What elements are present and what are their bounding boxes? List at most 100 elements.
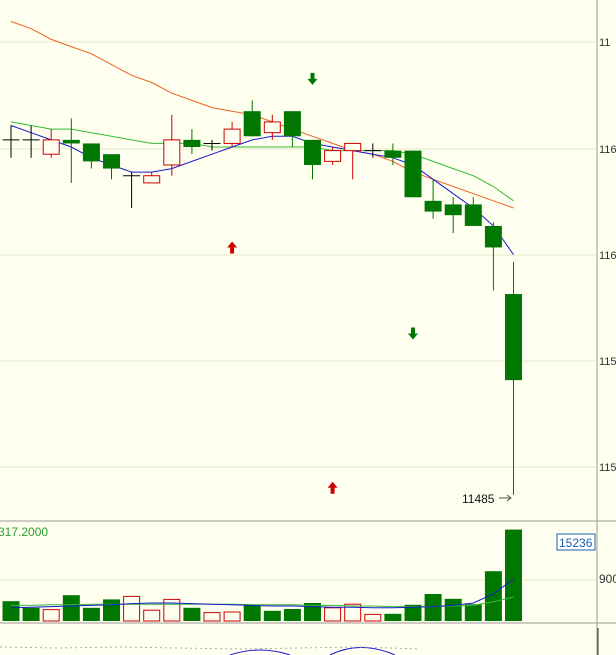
- price-tick-label: 11: [599, 37, 610, 49]
- candle: [203, 139, 221, 151]
- candle: [384, 143, 402, 165]
- volume-bar: [243, 605, 261, 621]
- candle: [42, 129, 60, 158]
- arrow-down-icon: [408, 327, 418, 340]
- price-tick-label: 115: [599, 462, 616, 474]
- candle-body: [304, 139, 321, 165]
- candle-body: [484, 225, 502, 248]
- volume-badge-value: 15236: [559, 536, 593, 550]
- candle-body: [263, 121, 281, 134]
- price-tick-label: 115: [599, 356, 616, 368]
- candle: [143, 172, 161, 184]
- volume-bar: [42, 609, 60, 622]
- volume-moving-averages: [10, 578, 514, 609]
- signal-arrows: [227, 72, 418, 494]
- candle-body: [62, 139, 80, 144]
- candle-body: [82, 143, 100, 162]
- price-axis-labels: 11 116 116 115 115: [599, 37, 616, 474]
- ma-line-green: [10, 121, 514, 202]
- low-price-label: 11485: [462, 492, 495, 506]
- volume-bar: [223, 611, 241, 622]
- candle: [324, 147, 342, 165]
- candle: [444, 197, 462, 234]
- candle-body: [243, 111, 261, 137]
- candle-body: [183, 139, 201, 148]
- candle: [344, 142, 362, 180]
- candle-body: [464, 204, 482, 226]
- candle: [505, 261, 522, 495]
- candle: [364, 143, 382, 158]
- candle-body: [283, 111, 301, 137]
- low-price-arrow-head: [506, 494, 512, 502]
- candle: [183, 129, 201, 155]
- candle-body: [324, 150, 342, 162]
- candle-body: [384, 150, 402, 158]
- volume-bar: [384, 613, 402, 621]
- candle-body: [163, 139, 181, 166]
- candle: [404, 150, 422, 198]
- candle: [424, 179, 442, 219]
- volume-bar: [464, 604, 482, 621]
- volume-bar: [143, 609, 161, 622]
- candle-body: [404, 150, 422, 198]
- volume-bar: [444, 598, 462, 621]
- volume-ma-blue: [10, 578, 514, 609]
- candle: [243, 100, 261, 137]
- price-tick-label: 116: [599, 144, 616, 156]
- candle: [103, 154, 120, 180]
- arrow-up-icon: [327, 481, 338, 494]
- volume-bar: [505, 529, 522, 621]
- candle: [123, 172, 141, 208]
- candle: [62, 118, 80, 183]
- volume-bar: [424, 594, 442, 621]
- indicator-panel: [0, 628, 599, 655]
- volume-bar: [183, 607, 201, 621]
- candle-body: [223, 128, 241, 144]
- indicator-line-blue: [229, 649, 291, 655]
- volume-bar: [2, 601, 20, 621]
- candle-body: [444, 204, 462, 216]
- volume-bar: [304, 603, 321, 621]
- candle: [263, 114, 281, 140]
- arrow-down-icon: [307, 72, 318, 85]
- candle-body: [143, 175, 161, 184]
- candlesticks: [2, 100, 522, 495]
- candle-body: [505, 294, 522, 381]
- volume-bar: [82, 607, 100, 621]
- candle-body: [424, 200, 442, 212]
- volume-bar: [22, 607, 40, 621]
- volume-bar: [344, 603, 362, 622]
- volume-badge-box: [556, 533, 596, 551]
- candle: [283, 111, 301, 148]
- volume-bar: [404, 604, 422, 621]
- ma-line-orange: [10, 21, 514, 209]
- volume-badge: 15236: [556, 533, 596, 551]
- arrow-up-icon: [227, 241, 238, 254]
- volume-bar: [163, 598, 181, 622]
- candle: [163, 114, 181, 176]
- volume-bar: [364, 613, 382, 622]
- volume-bar: [324, 607, 342, 622]
- volume-bar: [123, 595, 141, 622]
- candle: [464, 197, 482, 226]
- candle-body: [103, 154, 120, 169]
- indicator-baseline: [0, 646, 421, 650]
- volume-bar: [62, 595, 80, 621]
- candle: [304, 139, 321, 180]
- volume-bar: [103, 599, 120, 621]
- candle-body: [42, 139, 60, 155]
- volume-bar: [263, 610, 281, 621]
- volume-axis-label: 900: [599, 572, 616, 586]
- candle: [223, 121, 241, 148]
- candle: [2, 125, 20, 158]
- volume-bar: [203, 612, 221, 622]
- candle: [22, 125, 40, 158]
- indicator-line-blue-2: [329, 647, 396, 655]
- candle-body: [344, 142, 362, 152]
- candle: [82, 143, 100, 169]
- candle: [484, 222, 502, 291]
- low-price-marker: 11485: [462, 492, 512, 506]
- price-tick-label: 116: [599, 250, 616, 262]
